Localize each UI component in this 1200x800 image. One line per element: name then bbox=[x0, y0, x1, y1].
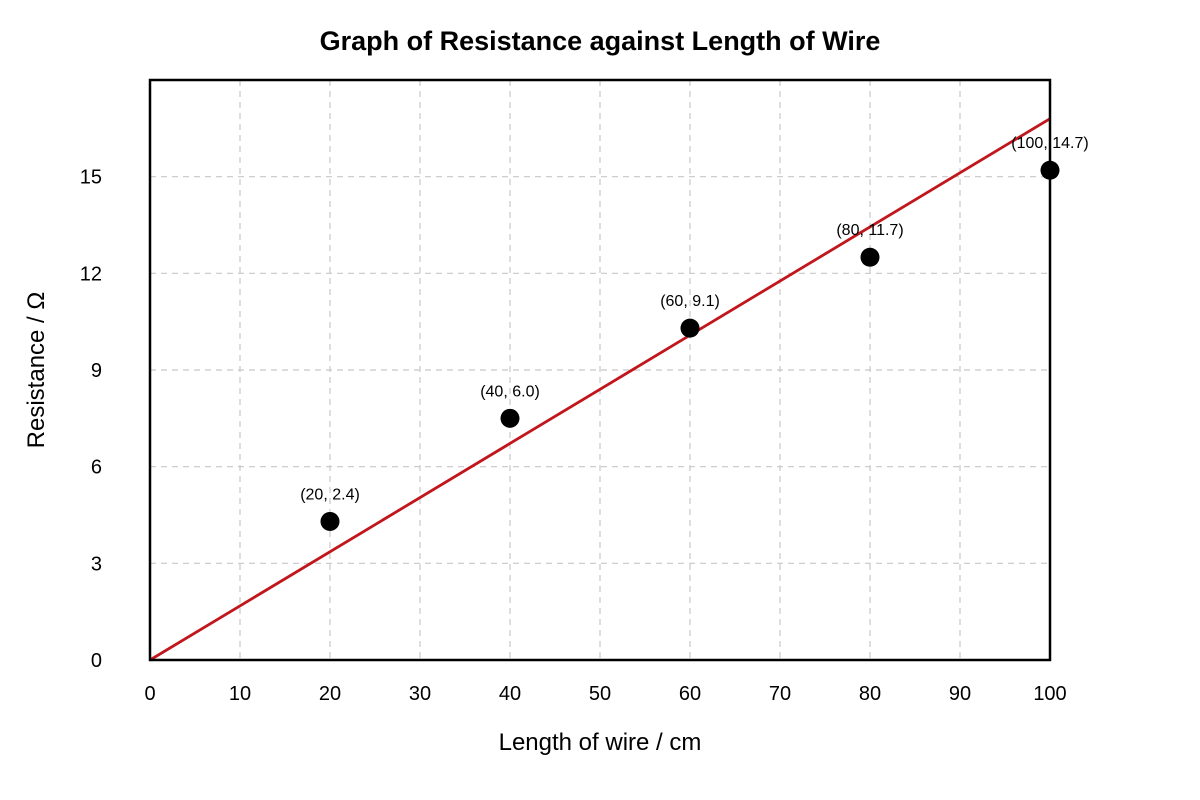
y-axis-ticks: 0 3 6 9 12 15 bbox=[80, 167, 102, 672]
best-fit-line bbox=[149, 117, 1051, 662]
x-tick-label: 0 bbox=[144, 683, 155, 705]
x-tick-label: 30 bbox=[409, 683, 431, 705]
grid bbox=[150, 80, 1050, 660]
y-tick-label: 3 bbox=[91, 553, 102, 575]
x-tick-label: 20 bbox=[319, 683, 341, 705]
best-fit-line-group bbox=[149, 117, 1051, 662]
x-tick-label: 50 bbox=[589, 683, 611, 705]
y-tick-label: 12 bbox=[80, 263, 102, 285]
x-tick-label: 10 bbox=[229, 683, 251, 705]
data-point bbox=[680, 318, 700, 338]
x-axis-ticks: 0 10 20 30 40 50 60 70 80 90 100 bbox=[144, 683, 1066, 705]
y-tick-label: 15 bbox=[80, 167, 102, 189]
data-point bbox=[860, 247, 880, 267]
data-point bbox=[500, 408, 520, 428]
data-point-label: (40, 6.0) bbox=[480, 383, 540, 400]
y-tick-label: 9 bbox=[91, 360, 102, 382]
y-tick-label: 6 bbox=[91, 457, 102, 479]
x-tick-label: 40 bbox=[499, 683, 521, 705]
data-point-labels: (20, 2.4)(40, 6.0)(60, 9.1)(80, 11.7)(10… bbox=[300, 135, 1088, 503]
y-tick-label: 0 bbox=[91, 650, 102, 672]
x-tick-label: 90 bbox=[949, 683, 971, 705]
chart-title: Graph of Resistance against Length of Wi… bbox=[320, 26, 881, 56]
data-point bbox=[320, 511, 340, 531]
data-point-label: (60, 9.1) bbox=[660, 293, 720, 310]
y-axis-label: Resistance / Ω bbox=[23, 292, 50, 449]
x-tick-label: 100 bbox=[1033, 683, 1066, 705]
plot-area-frame bbox=[148, 78, 1052, 662]
x-axis-label: Length of wire / cm bbox=[499, 729, 702, 756]
x-tick-label: 70 bbox=[769, 683, 791, 705]
data-point-label: (20, 2.4) bbox=[300, 486, 360, 503]
x-tick-label: 60 bbox=[679, 683, 701, 705]
data-point-label: (80, 11.7) bbox=[836, 222, 903, 239]
x-tick-label: 80 bbox=[859, 683, 881, 705]
